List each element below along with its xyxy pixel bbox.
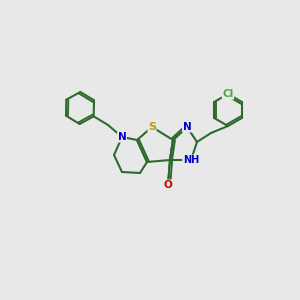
Text: NH: NH (183, 155, 199, 165)
Text: S: S (148, 122, 156, 132)
Text: O: O (164, 180, 172, 190)
Text: N: N (118, 132, 126, 142)
Text: N: N (183, 122, 191, 132)
Text: Cl: Cl (222, 89, 234, 99)
